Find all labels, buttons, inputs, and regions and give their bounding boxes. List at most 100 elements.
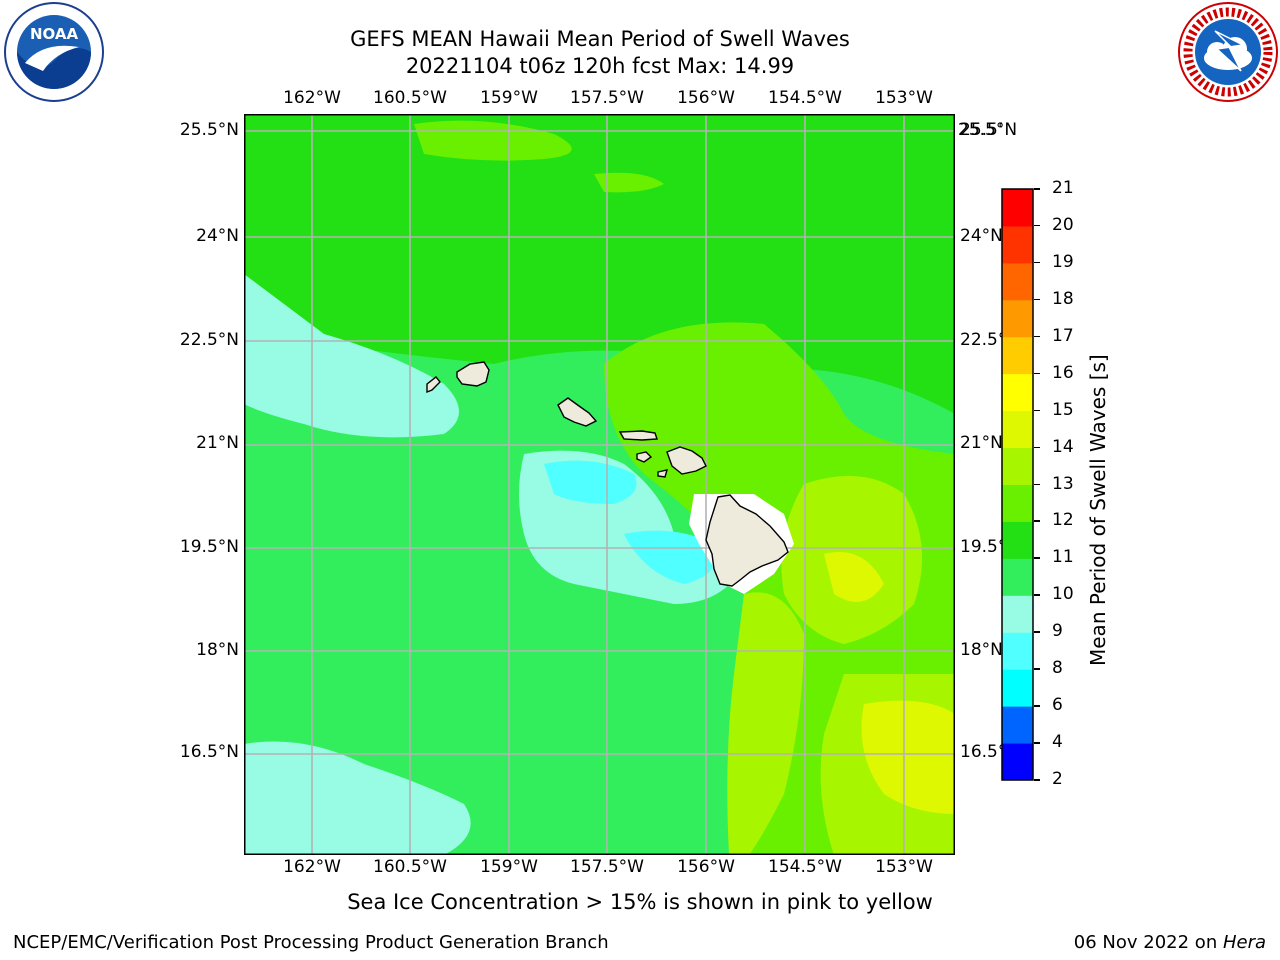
field-9-10s-west — [244, 274, 459, 438]
lat-label-left-19-5n: 19.5°N — [179, 537, 239, 557]
colorbar-tick-mark — [1034, 188, 1040, 190]
lanai-island — [636, 451, 653, 463]
colorbar-segment-10 — [1002, 373, 1033, 412]
chart-title-line-1: GEFS MEAN Hawaii Mean Period of Swell Wa… — [350, 27, 850, 51]
field-13-14s-south — [727, 592, 804, 855]
lat-label-right-22-5n: 22.5°N — [960, 330, 1002, 350]
lon-label-top-156w: 156°W — [677, 88, 735, 108]
colorbar-segment-11 — [1002, 336, 1033, 375]
colorbar-segment-2 — [1002, 669, 1033, 707]
colorbar-tick-mark — [1034, 446, 1040, 449]
lat-label-right-24n: 24°N — [960, 226, 1002, 246]
colorbar-segment-15 — [1002, 189, 1033, 227]
colorbar-segment-14 — [1002, 225, 1033, 264]
gridlines — [244, 114, 955, 855]
nws-logo — [1177, 1, 1279, 103]
colorbar-tick-label: 14 — [1052, 436, 1074, 457]
lon-label-top-162w: 162°W — [283, 88, 341, 108]
colorbar-segment-0 — [1002, 743, 1033, 781]
lon-label-top-160-5w: 160.5°W — [373, 88, 447, 108]
colorbar-tick-mark — [1034, 224, 1040, 227]
colorbar-segment-8 — [1002, 447, 1033, 485]
colorbar-tick-mark — [1034, 668, 1040, 670]
lat-label-right-19-5n: 19.5°N — [960, 537, 1002, 557]
colorbar-tick-label: 19 — [1052, 251, 1074, 272]
lon-label-bottom-160-5w: 160.5°W — [373, 857, 447, 877]
footer-machine: Hera — [1222, 932, 1266, 953]
colorbar-segment-13 — [1002, 262, 1033, 301]
colorbar-tick-mark — [1034, 631, 1040, 633]
colorbar-tick-mark — [1034, 335, 1040, 338]
lon-label-bottom-153w: 153°W — [875, 857, 933, 877]
lat-label-right-16-5n: 16.5°N — [960, 742, 1002, 762]
colorbar-segment-9 — [1002, 410, 1033, 449]
field-8-9s — [544, 460, 637, 504]
lat-label-right-21n: 21°N — [960, 433, 1002, 453]
colorbar-tick-label: 15 — [1052, 399, 1074, 420]
chart-title-line-2: 20221104 t06z 120h fcst Max: 14.99 — [405, 54, 795, 78]
footer-branch: NCEP/EMC/Verification Post Processing Pr… — [13, 932, 609, 953]
colorbar-tick-mark — [1034, 594, 1040, 596]
niihau-island — [426, 376, 441, 394]
lon-label-bottom-157-5w: 157.5°W — [570, 857, 644, 877]
lon-label-bottom-162w: 162°W — [283, 857, 341, 877]
lat-label-left-22-5n: 22.5°N — [179, 330, 239, 350]
colorbar-tick-label: 6 — [1052, 695, 1063, 716]
lon-label-bottom-156w: 156°W — [677, 857, 735, 877]
colorbar-segment-12 — [1002, 299, 1033, 338]
colorbar-tick-label: 11 — [1052, 547, 1074, 568]
colorbar-tick-mark — [1034, 298, 1040, 301]
field-12-13s-north-2 — [594, 172, 664, 193]
lat-label-left-21n: 21°N — [196, 433, 239, 453]
colorbar — [1001, 188, 1034, 781]
hawaii-big-island — [705, 494, 789, 587]
lat-label-right-25-5n: 25.5°N — [960, 120, 1002, 140]
colorbar-tick-mark — [1034, 261, 1040, 264]
colorbar-tick-label: 20 — [1052, 214, 1074, 235]
colorbar-segment-7 — [1002, 484, 1033, 522]
colorbar-tick-label: 4 — [1052, 732, 1063, 753]
lon-label-bottom-159w: 159°W — [480, 857, 538, 877]
field-8-9s-2 — [624, 530, 716, 584]
molokai-island — [618, 430, 658, 441]
lon-label-top-159w: 159°W — [480, 88, 538, 108]
colorbar-tick-label: 8 — [1052, 658, 1063, 679]
colorbar-segment-4 — [1002, 595, 1033, 633]
kauai-island — [456, 361, 490, 387]
colorbar-tick-label: 17 — [1052, 325, 1074, 346]
colorbar-segment-1 — [1002, 706, 1033, 744]
lon-label-top-154-5w: 154.5°W — [768, 88, 842, 108]
colorbar-tick-label: 12 — [1052, 510, 1074, 531]
colorbar-tick-label: 16 — [1052, 362, 1074, 383]
map-frame — [244, 114, 955, 855]
colorbar-tick-mark — [1034, 409, 1040, 412]
colorbar-title: Mean Period of Swell Waves [s] — [1086, 354, 1110, 666]
colorbar-segment-3 — [1002, 632, 1033, 670]
colorbar-tick-mark — [1034, 520, 1040, 522]
oahu-island — [557, 397, 598, 427]
colorbar-tick-label: 2 — [1052, 769, 1063, 789]
colorbar-tick-label: 18 — [1052, 288, 1074, 309]
noaa-logo-text: NOAA — [30, 25, 79, 43]
colorbar-tick-label: 13 — [1052, 473, 1074, 494]
lon-label-top-153w: 153°W — [875, 88, 933, 108]
lat-label-right-18n: 18°N — [960, 640, 1002, 660]
lat-label-right-25-5n-full: 25.5°N — [958, 120, 1018, 140]
swell-period-map — [244, 114, 955, 855]
colorbar-tick-mark — [1034, 483, 1040, 485]
colorbar-tick-mark — [1034, 779, 1040, 781]
colorbar-tick-mark — [1034, 742, 1040, 744]
colorbar-segment-5 — [1002, 558, 1033, 596]
footer-date-text: 06 Nov 2022 on — [1073, 932, 1223, 953]
colorbar-tick-label: 9 — [1052, 621, 1063, 642]
field-9-10s-southwest — [244, 741, 471, 855]
footer-date: 06 Nov 2022 on Hera — [1074, 932, 1266, 953]
colorbar-segment-6 — [1002, 521, 1033, 559]
noaa-logo: NOAA — [3, 1, 105, 103]
colorbar-tick-mark — [1034, 705, 1040, 707]
lat-label-left-24n: 24°N — [196, 226, 239, 246]
colorbar-tick-label: 21 — [1052, 178, 1074, 198]
lat-label-left-18n: 18°N — [196, 640, 239, 660]
lat-label-left-25-5n: 25.5°N — [179, 120, 239, 140]
colorbar-tick-label: 10 — [1052, 584, 1074, 605]
